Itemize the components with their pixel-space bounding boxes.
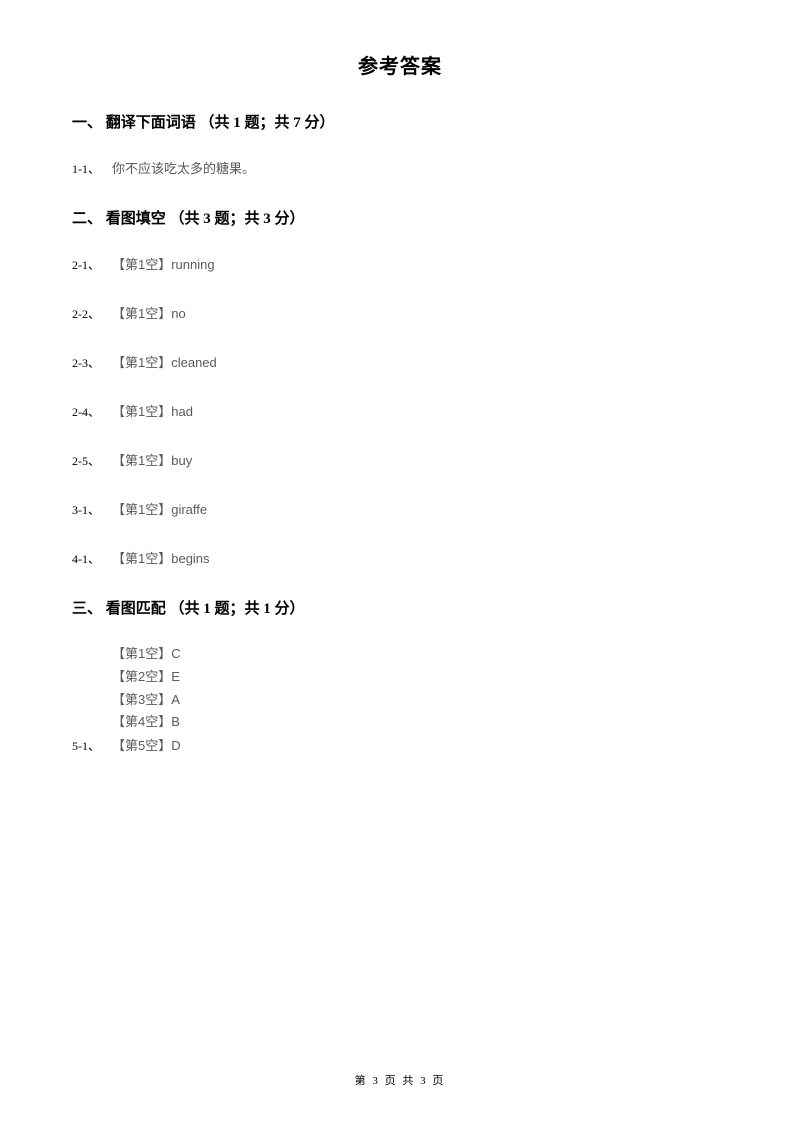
answer-row: 2-3、 【第1空】cleaned <box>72 352 728 371</box>
answer-text: 【第1空】no <box>112 303 186 322</box>
answer-number: 2-2、 <box>72 305 112 322</box>
answer-text: 【第2空】E <box>72 667 728 688</box>
page-footer: 第 3 页 共 3 页 <box>0 1072 800 1088</box>
answer-row: 2-2、 【第1空】no <box>72 303 728 322</box>
answer-text: 【第1空】begins <box>112 548 210 567</box>
answer-number: 2-5、 <box>72 452 112 469</box>
answer-row: 4-1、 【第1空】begins <box>72 548 728 567</box>
answer-text: 【第1空】cleaned <box>112 352 217 371</box>
answer-row: 2-1、 【第1空】running <box>72 254 728 273</box>
multi-answer-block: 【第1空】C 【第2空】E 【第3空】A 【第4空】B 5-1、 【第5空】D <box>72 644 728 754</box>
answer-number: 2-3、 <box>72 354 112 371</box>
answer-text: 【第1空】buy <box>112 450 192 469</box>
answer-text: 【第1空】had <box>112 401 193 420</box>
answer-row: 3-1、 【第1空】giraffe <box>72 499 728 518</box>
section-2-header: 二、 看图填空 （共 3 题；共 3 分） <box>72 207 728 228</box>
answer-row: 1-1、 你不应该吃太多的糖果。 <box>72 158 728 177</box>
answer-number: 3-1、 <box>72 501 112 518</box>
section-1-header: 一、 翻译下面词语 （共 1 题；共 7 分） <box>72 111 728 132</box>
section-3-header: 三、 看图匹配 （共 1 题；共 1 分） <box>72 597 728 618</box>
answer-text: 【第1空】C <box>72 644 728 665</box>
answer-number: 2-1、 <box>72 256 112 273</box>
answer-text: 【第4空】B <box>72 712 728 733</box>
answer-number: 1-1、 <box>72 160 112 177</box>
answer-text: 【第1空】giraffe <box>112 499 207 518</box>
page-title: 参考答案 <box>72 50 728 79</box>
answer-text: 【第3空】A <box>72 690 728 711</box>
answer-row: 2-4、 【第1空】had <box>72 401 728 420</box>
answer-number: 5-1、 <box>72 737 112 754</box>
answer-number: 4-1、 <box>72 550 112 567</box>
answer-text: 你不应该吃太多的糖果。 <box>112 158 255 177</box>
answer-text: 【第5空】D <box>112 735 181 754</box>
answer-text: 【第1空】running <box>112 254 215 273</box>
answer-number: 2-4、 <box>72 403 112 420</box>
answer-row: 2-5、 【第1空】buy <box>72 450 728 469</box>
